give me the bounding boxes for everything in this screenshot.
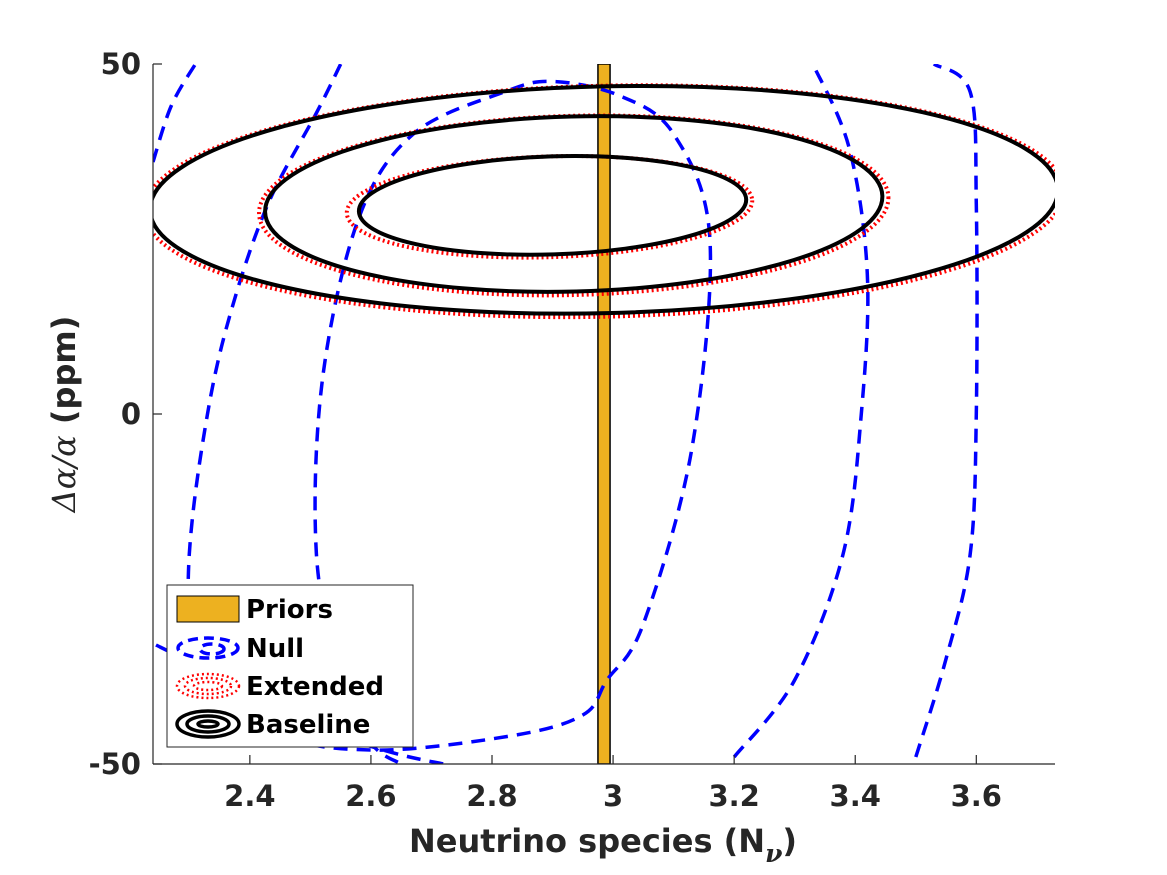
legend: Priors Null Extended Baseline xyxy=(166,584,414,748)
null-contour-3 xyxy=(186,64,343,695)
y-tick-label: 50 xyxy=(101,47,141,81)
x-tick-label: 2.4 xyxy=(224,779,275,813)
legend-entry-null: Null xyxy=(176,634,304,664)
legend-extended-ring-1 xyxy=(175,672,241,700)
x-tick-label: 2.6 xyxy=(345,779,396,813)
legend-entry-extended: Extended xyxy=(175,672,384,702)
null-contour-1 xyxy=(194,79,713,764)
legend-extended-ring-2 xyxy=(183,676,233,696)
legend-entry-baseline: Baseline xyxy=(175,709,370,740)
axes: 2.4 2.6 2.8 3 3.2 3.4 3.6 -50 0 50 xyxy=(89,47,1055,813)
x-tick-label: 2.8 xyxy=(466,779,517,813)
extended-contour-2 xyxy=(257,113,891,298)
x-axis-label-main: Neutrino species (N xyxy=(409,822,765,860)
x-tick-label: 3.4 xyxy=(830,779,881,813)
y-tick-label: 0 xyxy=(121,397,141,431)
legend-extended-ring-3 xyxy=(192,680,224,692)
legend-baseline-ring-3 xyxy=(196,719,220,729)
legend-null-ring-outer xyxy=(176,636,240,660)
priors-band xyxy=(597,64,611,764)
y-axis-label-symbol: Δα/α xyxy=(45,435,83,514)
y-axis-label-unit: (ppm) xyxy=(45,316,83,436)
baseline-contour-3 xyxy=(153,83,1055,316)
x-axis-label-close: ) xyxy=(782,822,797,860)
legend-label-extended: Extended xyxy=(246,672,384,702)
legend-swatch-extended xyxy=(175,672,241,700)
legend-baseline-ring-2 xyxy=(185,714,231,734)
legend-label-baseline: Baseline xyxy=(246,710,370,740)
legend-swatch-baseline xyxy=(175,709,241,739)
baseline-contour-2 xyxy=(263,114,885,294)
x-tick-label: 3.2 xyxy=(708,779,759,813)
x-tick-label: 3.6 xyxy=(951,779,1002,813)
legend-baseline-ring-1 xyxy=(175,709,241,739)
legend-entry-priors: Priors xyxy=(176,595,333,625)
null-contour-6 xyxy=(914,64,979,758)
y-tick-label: -50 xyxy=(89,747,141,781)
legend-swatch-null xyxy=(176,636,240,660)
y-axis-label: Δα/α (ppm) xyxy=(45,316,83,515)
legend-label-priors: Priors xyxy=(246,595,333,625)
x-tick-label: 3 xyxy=(603,779,623,813)
x-axis-label-subscript: ν xyxy=(765,839,782,868)
null-contour-5 xyxy=(732,64,870,759)
baseline-contour-1 xyxy=(356,154,749,257)
legend-null-ring-inner xyxy=(198,642,226,656)
legend-swatch-priors xyxy=(176,595,240,623)
x-axis-label: Neutrino species (Nν) xyxy=(409,822,797,868)
plot-area xyxy=(153,64,1055,764)
null-contour-4 xyxy=(153,64,197,163)
legend-label-null: Null xyxy=(246,634,304,664)
